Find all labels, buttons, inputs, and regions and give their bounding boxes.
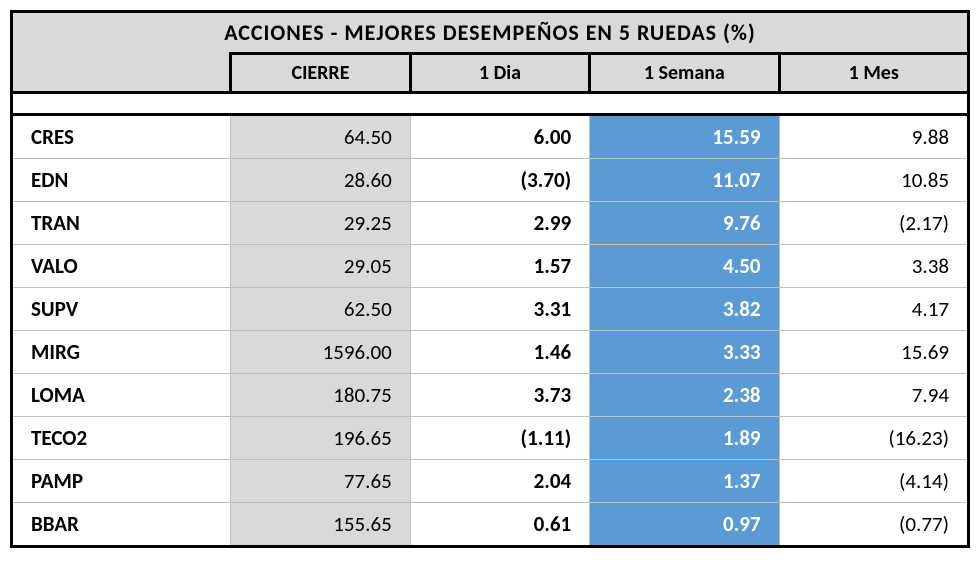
ticker-cell: TECO2	[12, 417, 231, 460]
table-title: ACCIONES - MEJORES DESEMPEÑOS EN 5 RUEDA…	[12, 12, 969, 54]
semana-cell: 1.37	[590, 460, 779, 503]
ticker-cell: MIRG	[12, 331, 231, 374]
col-header-dia: 1 Dia	[410, 54, 589, 93]
table-row: VALO29.051.574.503.38	[12, 245, 969, 288]
cierre-cell: 62.50	[231, 288, 411, 331]
dia-cell: (3.70)	[410, 159, 589, 202]
table-row: PAMP77.652.041.37(4.14)	[12, 460, 969, 503]
col-header-mes: 1 Mes	[779, 54, 968, 93]
semana-cell: 0.97	[590, 503, 779, 547]
col-header-semana: 1 Semana	[590, 54, 779, 93]
mes-cell: 3.38	[779, 245, 968, 288]
dia-cell: 2.99	[410, 202, 589, 245]
table-row: TRAN29.252.999.76(2.17)	[12, 202, 969, 245]
cierre-cell: 29.05	[231, 245, 411, 288]
mes-cell: 15.69	[779, 331, 968, 374]
table-row: EDN28.60(3.70)11.0710.85	[12, 159, 969, 202]
col-header-ticker	[12, 54, 231, 93]
dia-cell: 2.04	[410, 460, 589, 503]
dia-cell: 1.46	[410, 331, 589, 374]
table-title-row: ACCIONES - MEJORES DESEMPEÑOS EN 5 RUEDA…	[12, 12, 969, 54]
table-row: LOMA180.753.732.387.94	[12, 374, 969, 417]
ticker-cell: EDN	[12, 159, 231, 202]
ticker-cell: CRES	[12, 115, 231, 159]
cierre-cell: 196.65	[231, 417, 411, 460]
semana-cell: 3.33	[590, 331, 779, 374]
semana-cell: 15.59	[590, 115, 779, 159]
ticker-cell: TRAN	[12, 202, 231, 245]
cierre-cell: 1596.00	[231, 331, 411, 374]
cierre-cell: 155.65	[231, 503, 411, 547]
ticker-cell: BBAR	[12, 503, 231, 547]
ticker-cell: VALO	[12, 245, 231, 288]
semana-cell: 3.82	[590, 288, 779, 331]
stock-performance-table: ACCIONES - MEJORES DESEMPEÑOS EN 5 RUEDA…	[10, 10, 970, 548]
semana-cell: 1.89	[590, 417, 779, 460]
dia-cell: 6.00	[410, 115, 589, 159]
cierre-cell: 77.65	[231, 460, 411, 503]
table-row: TECO2196.65(1.11)1.89(16.23)	[12, 417, 969, 460]
mes-cell: (2.17)	[779, 202, 968, 245]
ticker-cell: LOMA	[12, 374, 231, 417]
ticker-cell: SUPV	[12, 288, 231, 331]
dia-cell: (1.11)	[410, 417, 589, 460]
mes-cell: 7.94	[779, 374, 968, 417]
mes-cell: 4.17	[779, 288, 968, 331]
semana-cell: 2.38	[590, 374, 779, 417]
table-row: SUPV62.503.313.824.17	[12, 288, 969, 331]
mes-cell: 10.85	[779, 159, 968, 202]
semana-cell: 9.76	[590, 202, 779, 245]
mes-cell: 9.88	[779, 115, 968, 159]
ticker-cell: PAMP	[12, 460, 231, 503]
dia-cell: 3.31	[410, 288, 589, 331]
table-row: MIRG1596.001.463.3315.69	[12, 331, 969, 374]
semana-cell: 4.50	[590, 245, 779, 288]
dia-cell: 3.73	[410, 374, 589, 417]
table-row: CRES64.506.0015.599.88	[12, 115, 969, 159]
semana-cell: 11.07	[590, 159, 779, 202]
gap-row	[12, 93, 969, 115]
mes-cell: (0.77)	[779, 503, 968, 547]
dia-cell: 0.61	[410, 503, 589, 547]
cierre-cell: 28.60	[231, 159, 411, 202]
table-header-row: CIERRE 1 Dia 1 Semana 1 Mes	[12, 54, 969, 93]
mes-cell: (4.14)	[779, 460, 968, 503]
dia-cell: 1.57	[410, 245, 589, 288]
cierre-cell: 180.75	[231, 374, 411, 417]
cierre-cell: 64.50	[231, 115, 411, 159]
col-header-cierre: CIERRE	[231, 54, 411, 93]
cierre-cell: 29.25	[231, 202, 411, 245]
mes-cell: (16.23)	[779, 417, 968, 460]
table-row: BBAR155.650.610.97(0.77)	[12, 503, 969, 547]
